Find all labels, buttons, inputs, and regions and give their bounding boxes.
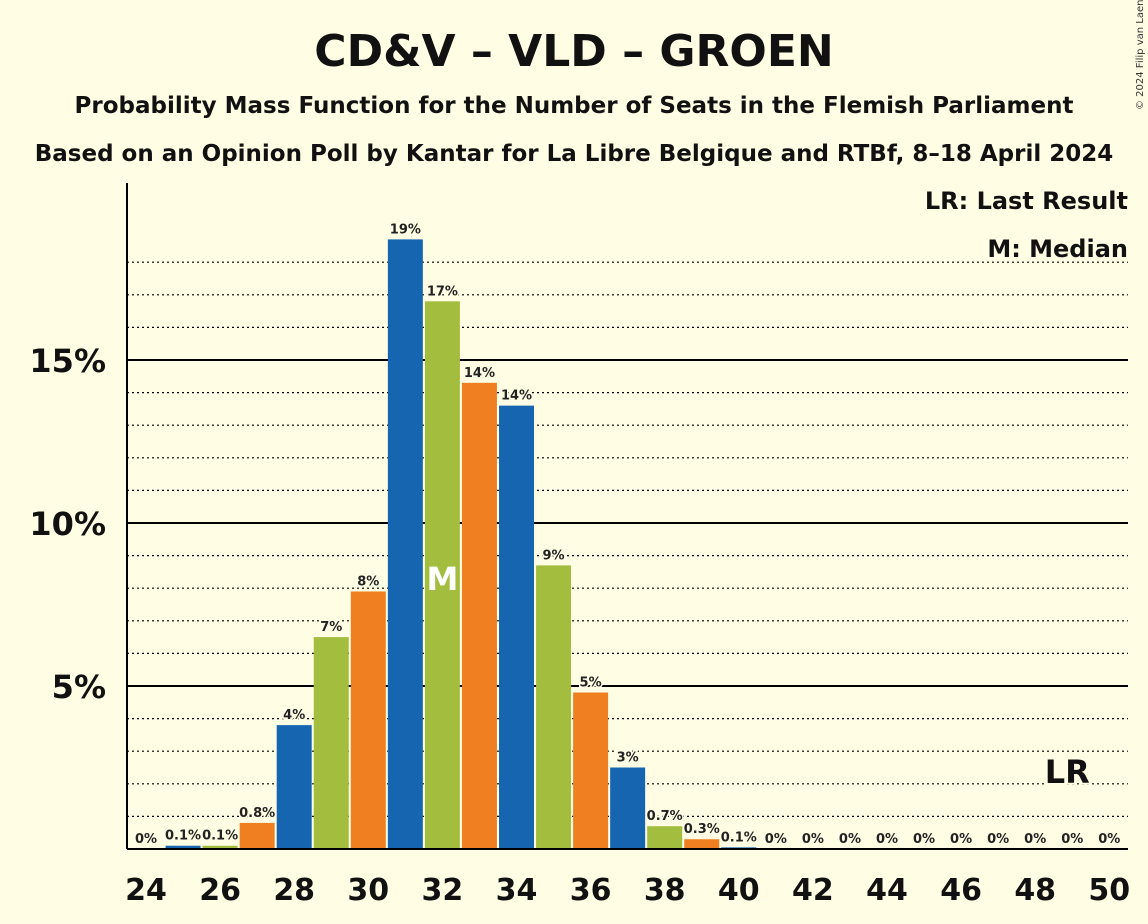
x-tick-label: 44 [866,873,908,908]
bar-seat-30 [350,591,386,849]
bar-value-label: 14% [501,389,532,404]
x-tick-label: 34 [496,873,538,908]
bar-value-label: 0% [765,832,787,847]
x-tick-label: 24 [125,873,167,908]
legend-median: M: Median [987,235,1128,263]
bar-value-label: 0% [135,832,157,847]
x-tick-label: 26 [199,873,241,908]
bar-value-label: 0.3% [684,822,720,837]
bar-value-label: 9% [543,548,565,563]
bar-seat-26 [202,845,238,849]
x-tick-label: 46 [940,873,982,908]
y-axis-ticks: 5% 10% 15% [29,342,106,706]
x-tick-label: 28 [273,873,315,908]
x-tick-label: 40 [718,873,760,908]
bar-seat-39 [684,839,720,849]
bar-value-label: 0% [876,832,898,847]
bar-value-label: 0.8% [239,806,275,821]
bar-value-label: 0.1% [721,830,757,845]
bar-seat-36 [573,692,609,849]
bar-value-label: 0.1% [202,829,238,844]
x-tick-label: 30 [347,873,389,908]
bar-seat-34 [499,405,534,849]
x-tick-label: 32 [422,873,464,908]
bar-value-label: 8% [357,574,379,589]
bar-value-label: 5% [580,676,602,691]
bar-value-label: 0% [987,832,1009,847]
bar-value-label: 0% [1024,832,1046,847]
x-tick-label: 50 [1088,873,1130,908]
bar-value-label: 0% [1098,832,1120,847]
bar-seat-31 [387,239,423,849]
bar-value-label: 0% [913,832,935,847]
x-tick-label: 48 [1014,873,1056,908]
y-tick-label: 15% [29,342,106,380]
bar-value-label: 0% [802,832,824,847]
bar-value-label: 14% [464,366,495,381]
legend-last-result: LR: Last Result [925,187,1128,215]
chart-subtitle-2: Based on an Opinion Poll by Kantar for L… [35,141,1113,167]
bar-seat-35 [536,565,572,849]
median-marker: M [426,560,458,598]
bar-value-label: 19% [390,222,421,237]
y-tick-label: 5% [52,668,106,706]
chart-subtitle-1: Probability Mass Function for the Number… [75,93,1074,119]
x-tick-label: 42 [792,873,834,908]
bar-labels-group: 0% 0.1% 0.1%0.8%4%7%8%19%17%M14%14%9%5%3%0… [133,221,1121,849]
bar-value-label: 7% [320,620,342,635]
grid-lines [127,261,1128,818]
bar-seat-33 [461,382,497,849]
bar-value-label: 0.1% [165,829,201,844]
x-tick-label: 38 [644,873,686,908]
bar-value-label: 17% [427,284,458,299]
y-tick-label: 10% [29,505,106,543]
bar-value-label: 0.7% [647,809,683,824]
copyright-text: © 2024 Filip van Laenen [1135,0,1146,110]
bar-seat-38 [647,826,683,849]
bar-seat-27 [239,822,275,849]
bar-value-label: 0% [1061,832,1083,847]
last-result-marker: LR [1045,753,1090,791]
bar-value-label: 0% [839,832,861,847]
bar-value-label: 0% [950,832,972,847]
x-tick-label: 36 [570,873,612,908]
bar-seat-37 [610,767,646,849]
bars-group [165,239,757,849]
chart-title: CD&V – VLD – GROEN [314,26,833,77]
bar-value-label: 3% [617,751,639,766]
bar-value-label: 4% [283,708,305,723]
bar-seat-32 [424,301,460,849]
x-axis-ticks: 24 26 28 30 32 34 36 38 40 42 44 46 48 50 [125,873,1130,908]
bar-seat-28 [276,725,312,849]
bar-seat-25 [165,845,201,849]
bar-seat-29 [313,637,349,849]
